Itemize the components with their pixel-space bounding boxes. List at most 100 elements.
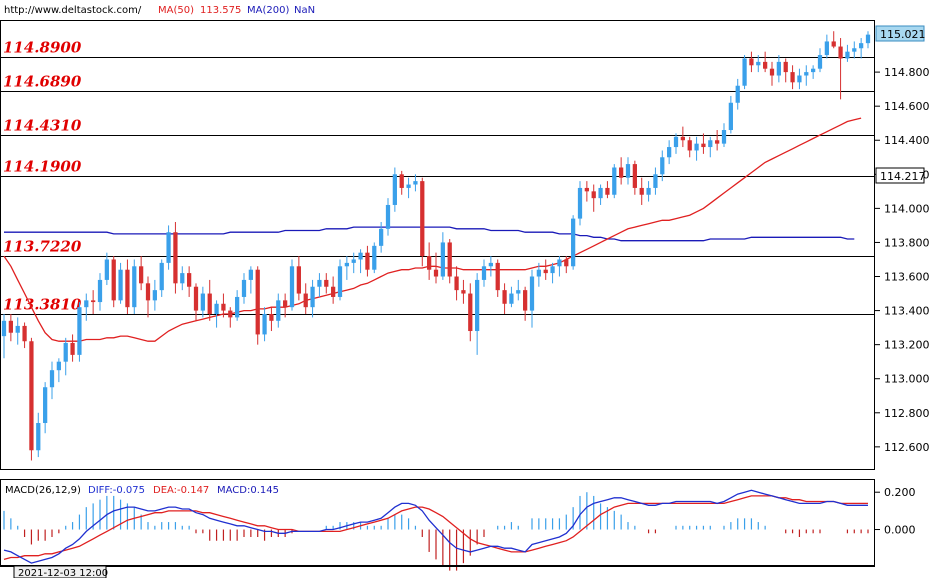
level-label: 114.8900 <box>3 39 82 57</box>
candle-body <box>447 242 452 277</box>
candle-body <box>859 43 864 49</box>
candle-body <box>56 361 61 371</box>
candle-body <box>296 266 301 294</box>
candle-body <box>433 269 439 277</box>
candle-body <box>159 262 164 291</box>
level-label: 113.7220 <box>3 238 82 256</box>
candle-body <box>166 232 171 263</box>
candle-body <box>481 266 487 280</box>
candle-body <box>15 325 20 333</box>
level-label: 114.6890 <box>3 73 82 91</box>
candle-body <box>468 293 473 332</box>
price-pane-frame <box>0 20 875 470</box>
macd-hist-readout: MACD:0.145 <box>217 485 279 496</box>
level-label: 113.3810 <box>3 296 82 314</box>
candle-body <box>598 187 603 199</box>
candle-body <box>344 262 349 267</box>
level-label: 114.4310 <box>3 117 82 135</box>
price-tick-label: 113.400 <box>884 305 930 318</box>
candle-body <box>221 303 226 311</box>
candle-body <box>77 307 82 355</box>
candle-body <box>742 58 747 86</box>
candle-body <box>475 279 480 332</box>
macd-tick-label: 0.000 <box>884 524 916 537</box>
candle-body <box>516 290 521 294</box>
candle-body <box>769 68 775 76</box>
candle-body <box>152 290 157 301</box>
candle-body <box>715 140 720 144</box>
price-tick-label: 113.000 <box>884 373 930 386</box>
candle-body <box>680 136 685 141</box>
candle-body <box>1 320 7 337</box>
candle-body <box>337 266 343 297</box>
candle-body <box>351 259 356 263</box>
candle-body <box>36 423 41 451</box>
candle-body <box>173 232 178 284</box>
macd-tick-label: 0.200 <box>884 486 916 499</box>
candle-body <box>721 130 727 144</box>
candle-body <box>125 269 130 308</box>
candle-body <box>865 34 871 44</box>
candle-body <box>536 269 541 277</box>
macd-title: MACD(26,12,9) <box>5 485 81 496</box>
level-price-tag-text: 114.217 <box>880 170 926 183</box>
candle-body <box>427 256 432 270</box>
candle-body <box>694 143 699 151</box>
candle-body <box>303 293 308 308</box>
candle-body <box>276 300 281 321</box>
candle-body <box>639 187 644 195</box>
macd-dea-readout: DEA:-0.147 <box>153 485 209 496</box>
candle-body <box>118 269 123 301</box>
ma200-value: NaN <box>294 5 315 16</box>
candle-body <box>797 75 802 83</box>
price-tick-label: 114.000 <box>884 202 930 215</box>
candle-body <box>49 370 55 388</box>
candle-body <box>399 174 404 188</box>
site-url: http://www.deltastock.com/ <box>4 5 142 16</box>
candle-body <box>646 187 651 195</box>
candle-body <box>564 259 569 267</box>
candle-body <box>235 296 240 318</box>
candle-body <box>584 187 589 192</box>
date-label: 2021-12-03 12:00 <box>18 568 108 578</box>
candle-body <box>289 266 295 308</box>
candle-body <box>385 204 391 229</box>
candle-body <box>783 61 788 73</box>
candle-body <box>571 218 576 267</box>
candle-body <box>831 41 836 47</box>
candle-body <box>591 191 596 199</box>
candle-body <box>8 320 13 333</box>
candle-body <box>502 290 507 304</box>
candle-body <box>529 276 535 311</box>
candle-body <box>207 293 212 314</box>
candle-body <box>317 279 322 287</box>
candle-body <box>523 290 528 311</box>
candle-body <box>749 58 754 66</box>
candle-body <box>91 300 96 303</box>
candle-body <box>413 181 418 185</box>
ma50-label: MA(50) <box>158 5 194 16</box>
macd-pane-frame <box>0 479 875 566</box>
candle-body <box>776 61 781 76</box>
candle-body <box>811 68 816 73</box>
candle-body <box>269 313 274 321</box>
candle-body <box>187 273 192 287</box>
candle-body <box>577 187 583 219</box>
level-price-tag <box>875 167 925 184</box>
candle-body <box>324 279 329 287</box>
candle-body <box>509 293 514 304</box>
ma200-line <box>4 226 855 242</box>
candle-body <box>406 184 411 188</box>
candle-body <box>708 140 713 148</box>
candle-body <box>790 72 795 83</box>
price-tick-label: 114.800 <box>884 66 930 79</box>
candle-body <box>550 266 555 274</box>
macd-diff-readout: DIFF:-0.075 <box>88 485 145 496</box>
candle-body <box>365 252 370 270</box>
candle-body <box>200 293 205 311</box>
candle-body <box>214 303 219 314</box>
candle-body <box>728 102 733 131</box>
candle-body <box>392 174 397 205</box>
candle-body <box>372 245 377 270</box>
